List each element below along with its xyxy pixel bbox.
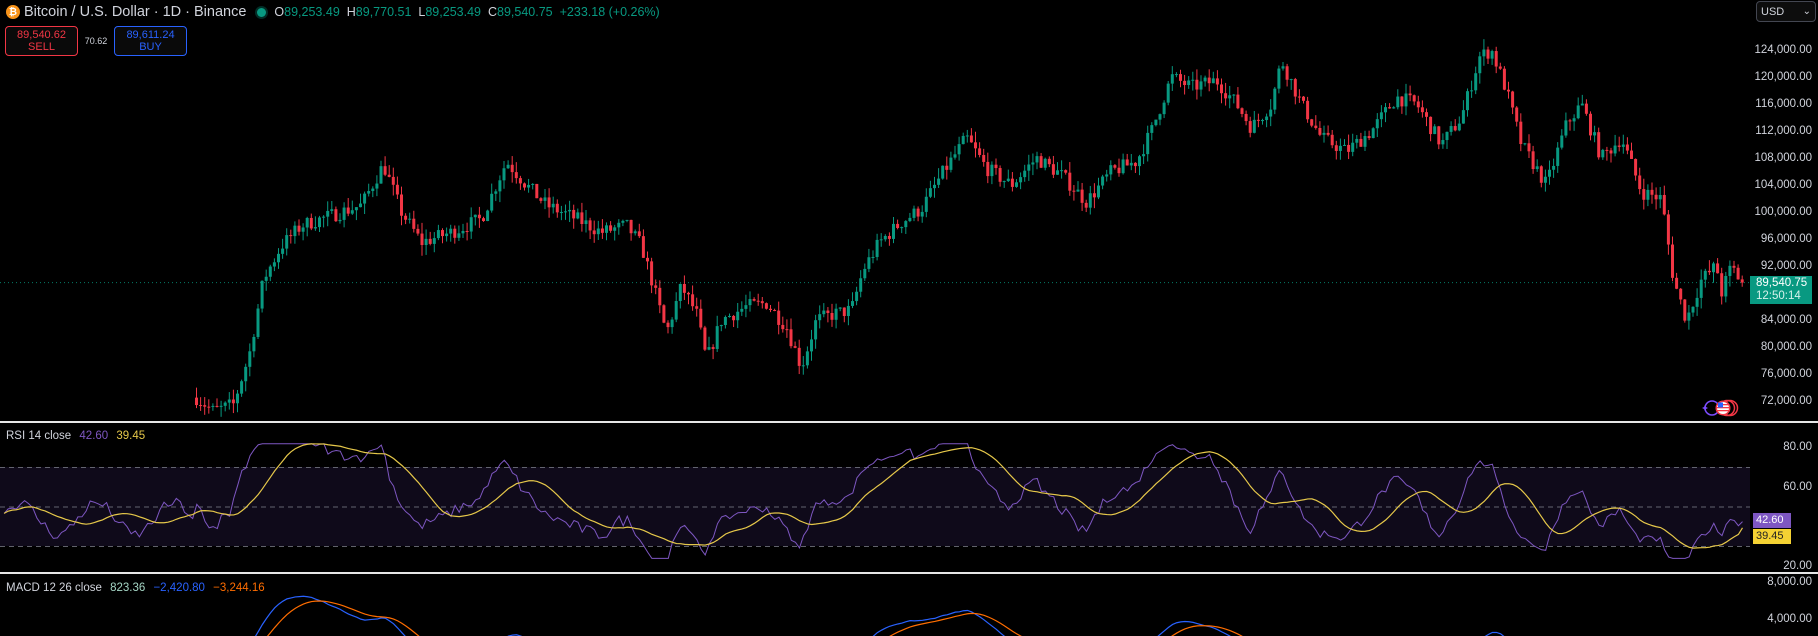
pane-separator-macd[interactable] [0, 572, 1818, 574]
rsi-ma-value: 39.45 [116, 430, 146, 442]
sell-button[interactable]: 89,540.62 SELL [5, 26, 78, 56]
macd-title: MACD 12 26 close [6, 582, 102, 594]
rsi-ma-value-tag: 39.45 [1753, 529, 1791, 544]
spread-value: 70.62 [84, 36, 108, 46]
currency-value: USD [1761, 5, 1785, 18]
price-axis-tick: 116,000.00 [1755, 98, 1812, 110]
macd-axis-4000: 4,000.00 [1767, 613, 1812, 625]
pane-separator-rsi[interactable] [0, 421, 1818, 423]
price-axis-tick: 124,000.00 [1754, 44, 1812, 56]
rsi-value-tag: 42.60 [1753, 513, 1791, 528]
buy-button[interactable]: 89,611.24 BUY [114, 26, 187, 56]
rsi-axis-20: 20.00 [1783, 560, 1812, 572]
currency-select[interactable]: USD ⌄ [1756, 1, 1816, 22]
symbol-title[interactable]: Bitcoin / U.S. Dollar · 1D · Binance [24, 4, 247, 20]
market-open-status-icon [257, 7, 267, 17]
ohlc-high: H89,770.51 [346, 5, 412, 19]
macd-histogram-value: 823.36 [110, 582, 146, 594]
ohlc-values: O89,253.49 H89,770.51 L89,253.49 C89,540… [274, 5, 659, 19]
bitcoin-logo-icon: ₿ [6, 5, 20, 19]
price-axis-tick: 76,000.00 [1760, 368, 1812, 380]
price-axis-tick: 104,000.00 [1754, 179, 1812, 191]
price-axis-tick: 72,000.00 [1760, 395, 1812, 407]
price-axis-tick: 84,000.00 [1760, 314, 1812, 326]
macd-signal-value: −3,244.16 [213, 582, 265, 594]
rsi-title: RSI 14 close [6, 430, 72, 442]
rsi-value: 42.60 [79, 430, 109, 442]
rsi-legend[interactable]: RSI 14 close 42.60 39.45 [6, 430, 150, 442]
rsi-axis-80: 80.00 [1783, 441, 1812, 453]
buy-label: BUY [139, 41, 162, 53]
rsi-axis-60: 60.00 [1783, 481, 1812, 493]
macd-legend[interactable]: MACD 12 26 close 823.36 −2,420.80 −3,244… [6, 582, 270, 594]
price-axis-tick: 112,000.00 [1755, 125, 1812, 137]
price-axis-tick: 120,000.00 [1754, 71, 1812, 83]
trade-panel: 89,540.62 SELL 70.62 89,611.24 BUY [5, 26, 187, 56]
last-price: 89,540.75 [1756, 277, 1808, 289]
bar-countdown: 12:50:14 [1756, 290, 1801, 302]
chevron-down-icon: ⌄ [1802, 5, 1811, 17]
macd-line-value: −2,420.80 [153, 582, 205, 594]
macd-axis-8000: 8,000.00 [1767, 576, 1812, 588]
price-axis-tick: 92,000.00 [1760, 260, 1812, 272]
sell-label: SELL [28, 41, 55, 53]
price-axis-tick: 108,000.00 [1754, 152, 1812, 164]
sell-price: 89,540.62 [17, 29, 66, 41]
ohlc-open: O89,253.49 [274, 5, 340, 19]
buy-price: 89,611.24 [126, 29, 175, 41]
price-axis-tick: 96,000.00 [1760, 233, 1812, 245]
price-axis-tick: 80,000.00 [1760, 341, 1812, 353]
price-axis-tick: 100,000.00 [1754, 206, 1812, 218]
ohlc-low: L89,253.49 [418, 5, 481, 19]
ohlc-close: C89,540.75 [487, 5, 553, 19]
symbol-header: ₿ Bitcoin / U.S. Dollar · 1D · Binance O… [6, 3, 660, 21]
economic-events-icon[interactable] [1700, 399, 1745, 417]
ohlc-change: +233.18 (+0.26%) [559, 5, 660, 19]
last-price-tag: 89,540.75 12:50:14 [1750, 276, 1812, 304]
